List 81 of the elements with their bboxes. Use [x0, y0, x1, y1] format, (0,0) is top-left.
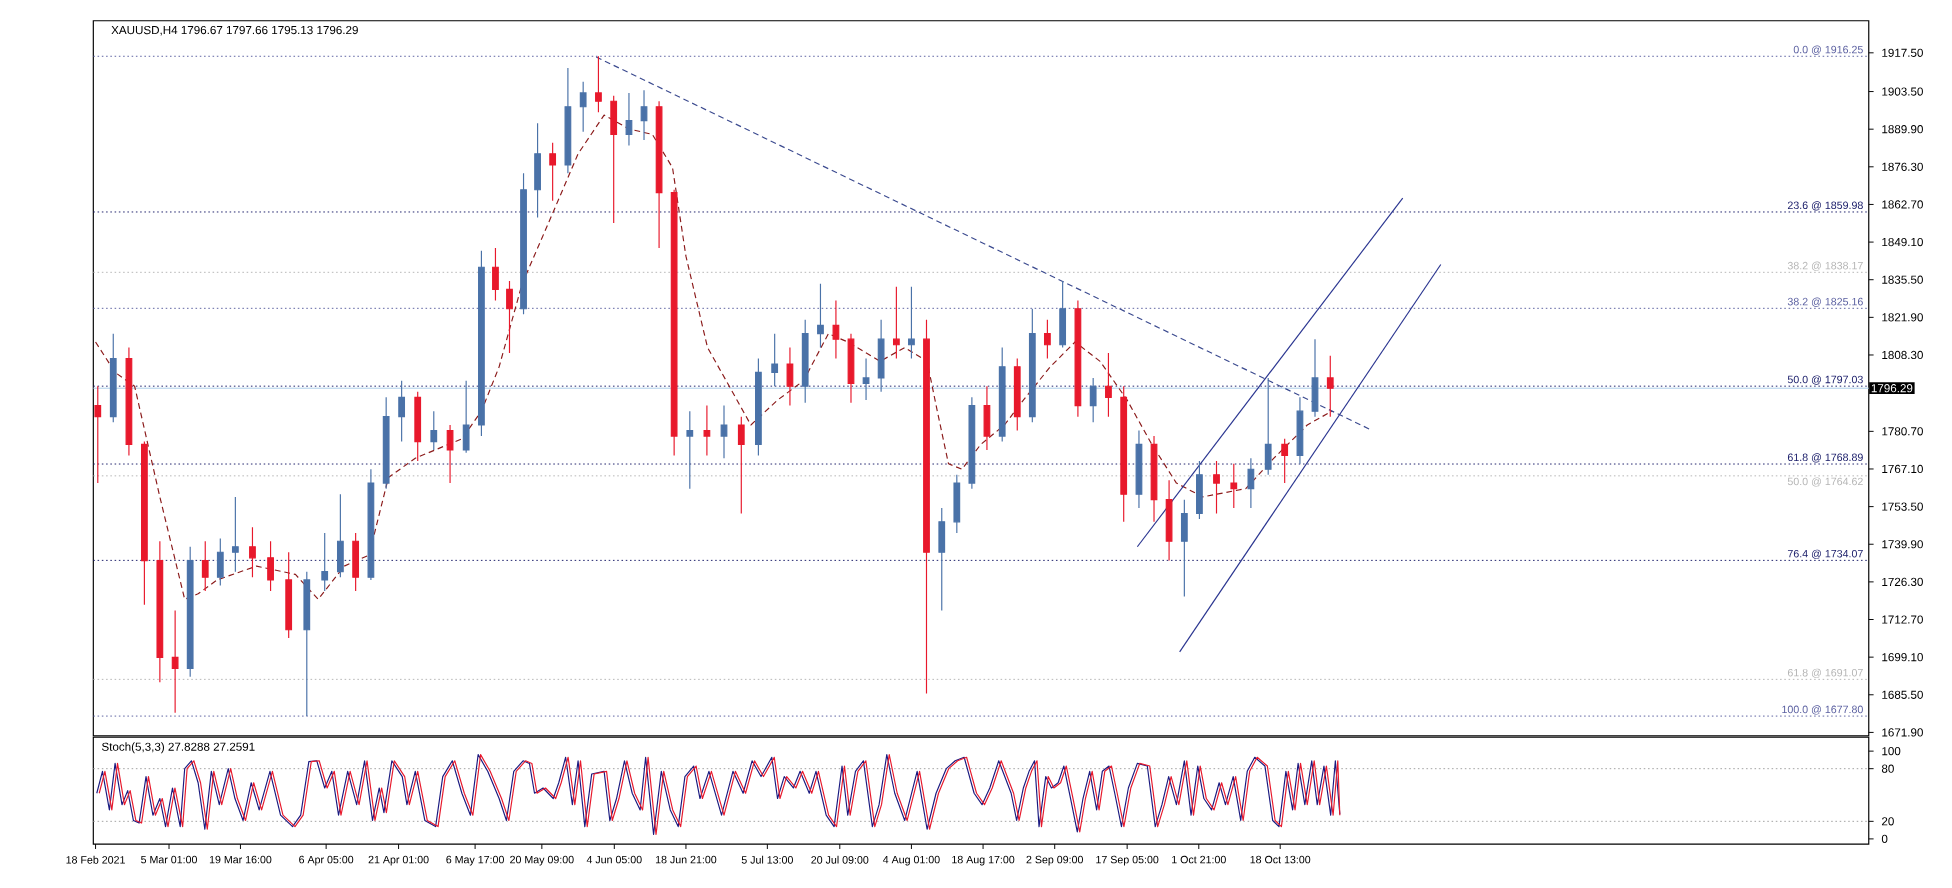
candlestick	[720, 404, 728, 459]
candlestick	[367, 468, 375, 581]
candlestick	[171, 609, 179, 713]
candlestick	[520, 172, 527, 315]
candlestick	[321, 531, 329, 592]
candlestick	[267, 540, 274, 592]
candlestick	[862, 357, 870, 401]
candlestick	[492, 246, 499, 301]
candlestick	[125, 346, 133, 456]
candlestick	[564, 67, 572, 174]
candlestick	[1180, 498, 1188, 597]
line-series	[94, 114, 1333, 600]
candlestick	[1105, 352, 1112, 417]
candlestick	[506, 280, 513, 354]
candlestick	[1013, 357, 1021, 431]
candlestick	[1281, 437, 1289, 484]
candlestick	[801, 318, 809, 404]
candlestick	[953, 473, 961, 534]
candlestick	[414, 390, 422, 462]
candlestick	[670, 188, 678, 456]
candlestick	[398, 379, 406, 442]
candlestick	[352, 531, 360, 592]
candlestick	[1150, 435, 1158, 523]
candlestick	[703, 404, 711, 456]
candlestick	[832, 299, 840, 359]
candlestick	[610, 94, 618, 224]
candlestick	[1074, 299, 1082, 417]
candlestick	[625, 92, 633, 146]
candlestick	[983, 385, 991, 451]
candlestick	[285, 551, 293, 639]
candlestick	[430, 410, 438, 451]
candlestick	[462, 379, 470, 453]
candlestick	[216, 537, 224, 586]
candlestick	[908, 285, 915, 359]
candlestick	[1296, 396, 1304, 464]
candlestick	[1196, 460, 1203, 520]
candlestick	[1089, 377, 1097, 423]
candlestick	[737, 415, 745, 514]
candlestick	[817, 282, 824, 348]
candlestick	[446, 424, 454, 484]
candlestick	[186, 545, 194, 678]
candlestick	[1165, 479, 1173, 561]
candlestick	[655, 100, 663, 249]
candlestick	[686, 410, 694, 489]
candlestick	[231, 496, 239, 572]
candlestick	[1059, 280, 1067, 348]
candlestick	[786, 346, 794, 406]
candlestick	[968, 396, 976, 489]
candlestick	[1311, 338, 1319, 417]
candlestick	[1326, 354, 1334, 417]
candlestick	[109, 332, 117, 423]
candlestick	[755, 357, 762, 456]
candlestick	[1264, 377, 1272, 476]
candlestick	[771, 332, 779, 387]
candlestick	[877, 318, 885, 393]
candlestick	[1028, 307, 1036, 423]
candlestick	[938, 507, 946, 611]
candlestick	[303, 570, 311, 717]
candlestick	[892, 285, 900, 359]
candlestick	[534, 122, 541, 218]
candlestick	[201, 540, 209, 592]
candlestick	[595, 55, 602, 113]
candlestick	[579, 80, 587, 132]
candlestick	[382, 396, 390, 489]
candlestick	[1135, 429, 1143, 509]
candlestick	[94, 385, 102, 484]
candlestick	[998, 346, 1006, 442]
candlestick	[156, 540, 164, 683]
candlestick	[249, 526, 256, 578]
candlestick	[1230, 462, 1238, 509]
candlestick	[336, 493, 344, 578]
candlestick	[847, 332, 855, 404]
candlestick	[478, 249, 485, 437]
candlestick	[1247, 457, 1255, 509]
candlestick	[1213, 460, 1220, 514]
candlestick	[923, 318, 930, 694]
candlestick	[1120, 385, 1128, 523]
candlestick	[141, 440, 148, 606]
candlestick	[640, 89, 648, 141]
candlestick	[1044, 318, 1051, 359]
candlestick	[549, 141, 557, 202]
